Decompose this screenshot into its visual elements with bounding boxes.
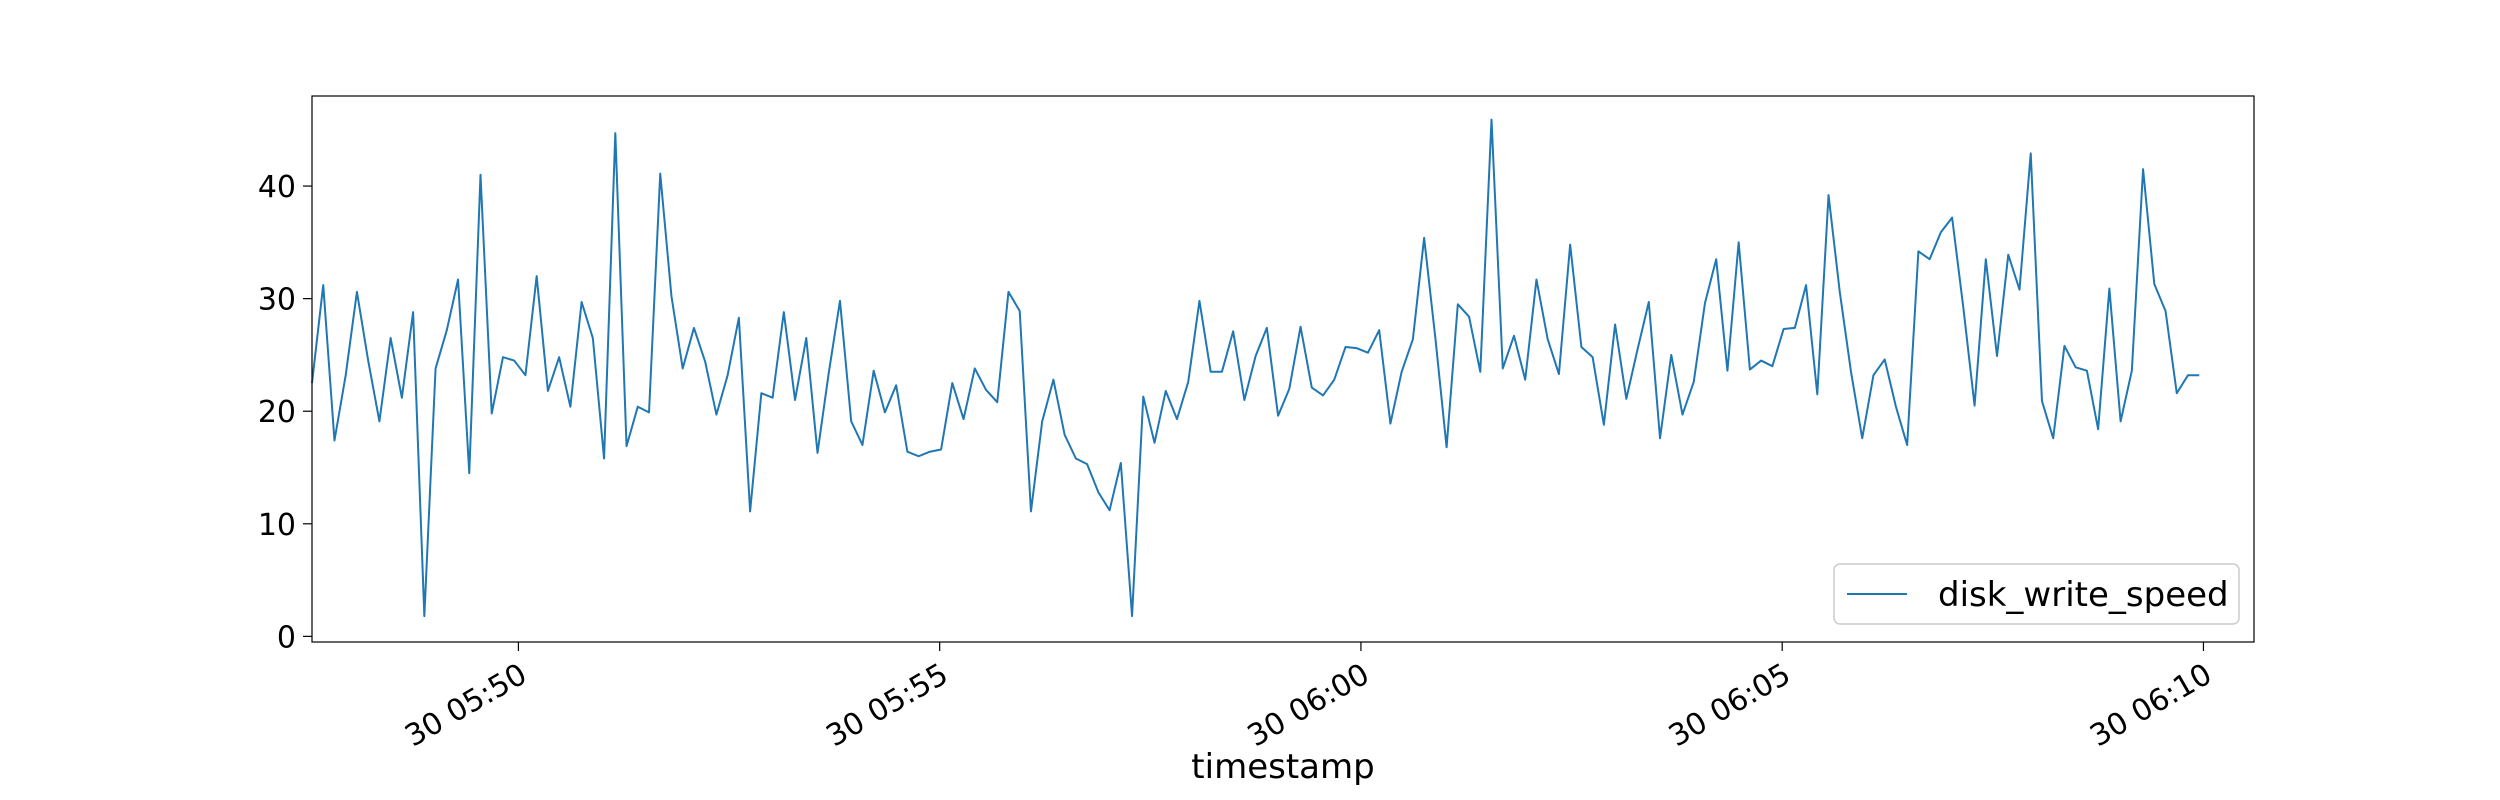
y-tick-label: 30 <box>258 283 296 318</box>
x-tick-label: 30 05:55 <box>820 657 954 754</box>
y-tick-label: 20 <box>258 395 296 430</box>
x-axis: 30 05:50 30 05:55 30 06:00 30 06:05 30 06:10 <box>399 642 2218 754</box>
chart-marks <box>311 118 2200 618</box>
legend-label: disk_write_speed <box>1938 575 2229 615</box>
y-tick-label: 10 <box>258 508 296 543</box>
plot-background <box>312 96 2254 642</box>
x-axis-title: timestamp <box>1191 747 1374 787</box>
legend: disk_write_speed <box>1833 563 2240 625</box>
x-tick-label: 30 06:00 <box>1242 657 1376 754</box>
x-tick-label: 30 06:05 <box>1663 657 1797 754</box>
y-tick-label: 0 <box>277 620 296 655</box>
plot-frame <box>311 95 2255 643</box>
y-axis: 0 10 20 30 40 <box>258 170 312 655</box>
x-tick-label: 30 06:10 <box>2084 657 2218 754</box>
legend-box <box>1833 563 2240 625</box>
x-tick-label: 30 05:50 <box>399 657 533 754</box>
y-tick-label: 40 <box>258 170 296 205</box>
series-line-disk_write_speed <box>311 118 2200 618</box>
